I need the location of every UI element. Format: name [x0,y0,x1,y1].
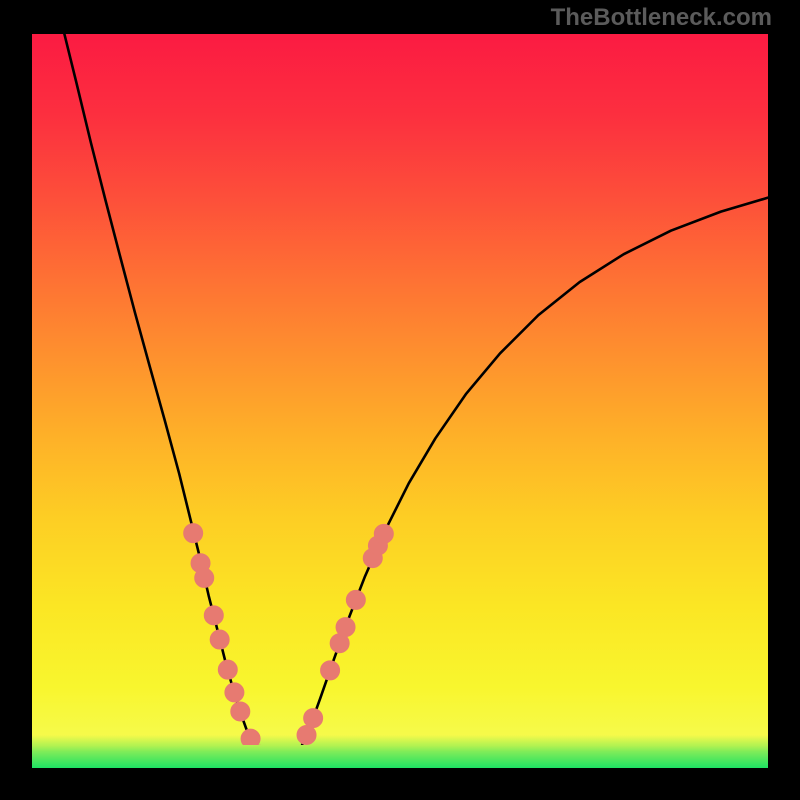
gradient-background [32,34,768,768]
data-marker [231,702,250,721]
data-marker [321,661,340,680]
data-marker [210,630,229,649]
data-marker [374,524,393,543]
watermark-text: TheBottleneck.com [551,4,772,32]
chart-stage: TheBottleneck.com [0,0,800,800]
plot-svg [32,34,768,768]
data-marker [184,524,203,543]
data-marker [297,725,316,744]
data-marker [195,568,214,587]
data-marker [346,590,365,609]
data-marker [336,618,355,637]
data-marker [304,709,323,728]
data-marker [204,606,223,625]
data-marker [218,660,237,679]
green-bottom-strip [32,745,768,768]
data-marker [225,683,244,702]
plot-area [32,34,768,768]
